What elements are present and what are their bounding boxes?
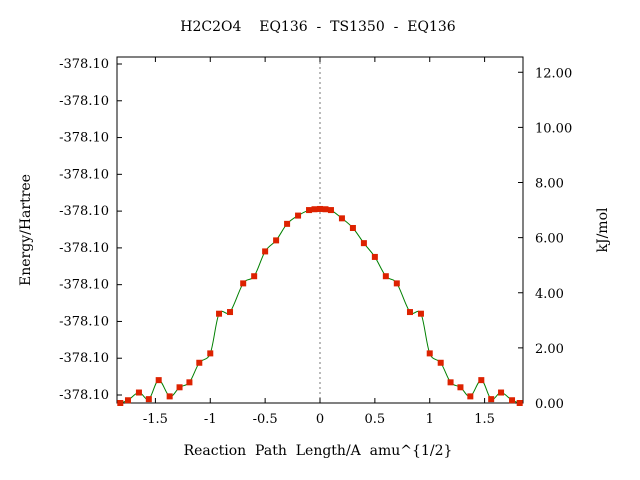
data-point [311,206,318,213]
data-point [273,237,280,244]
data-point [349,224,356,231]
data-point [155,377,162,384]
data-point [284,220,291,227]
left-y-tick-label: -378.10 [59,204,109,219]
chart-title: H2C2O4 EQ136 - TS1350 - EQ136 [180,19,455,35]
data-point [240,280,247,287]
left-y-tick-label: -378.10 [59,278,109,293]
x-tick-label: -1 [204,412,217,427]
right-y-tick-label: 2.00 [535,342,564,357]
data-point [371,253,378,260]
left-y-axis-label: Energy/Hartree [18,174,34,286]
left-y-tick-label: -378.10 [59,167,109,182]
data-point [498,389,505,396]
left-y-tick-label: -378.10 [59,388,109,403]
data-point [186,379,193,386]
x-tick-label: 1 [426,412,434,427]
left-y-tick-label: -378.10 [59,131,109,146]
left-y-axis-ticks: -378.10 -378.10 -378.10 -378.10 -378.10 -378.… [59,57,122,403]
right-y-tick-label: 8.00 [535,177,564,192]
data-point [488,396,495,403]
right-y-axis-ticks: 0.00 2.00 4.00 6.00 8.00 10.00 12.00 [518,66,572,412]
data-point [467,393,474,400]
data-point [509,397,516,404]
x-tick-label: -0.5 [253,412,278,427]
data-point [322,206,329,213]
x-axis-ticks: -1.5 -1 -0.5 0 0.5 1 1.5 [143,57,495,427]
data-point [295,212,302,219]
left-y-tick-label: -378.10 [59,57,109,72]
data-point [426,350,433,357]
energy-points [117,205,523,406]
data-point [516,400,523,406]
data-point [176,384,183,391]
data-point [417,310,424,317]
data-point [382,273,389,280]
data-point [196,359,203,366]
left-y-tick-label: -378.10 [59,94,109,109]
x-tick-label: 0 [316,412,324,427]
data-point [393,280,400,287]
left-y-tick-label: -378.10 [59,351,109,366]
right-y-tick-label: 10.00 [535,121,572,136]
data-point [227,309,234,316]
data-point [447,379,454,386]
right-y-axis-label: kJ/mol [595,207,611,253]
data-point [262,248,269,255]
right-y-tick-label: 6.00 [535,232,564,247]
data-point [327,207,334,214]
data-point [306,207,313,214]
x-tick-label: 0.5 [365,412,386,427]
right-y-tick-label: 4.00 [535,287,564,302]
data-point [317,205,323,212]
data-point [251,273,258,280]
x-axis-label: Reaction Path Length/A amu^{1/2} [184,443,453,459]
x-tick-label: -1.5 [143,412,168,427]
data-point [457,384,464,391]
data-point [124,397,131,404]
data-point [437,359,444,366]
right-y-tick-label: 12.00 [535,66,572,81]
data-point [338,215,345,222]
data-point [360,240,367,247]
data-point [216,310,223,317]
data-point [207,350,214,357]
data-point [166,393,173,400]
data-point [117,400,124,406]
data-point [406,309,413,316]
data-point [135,389,142,396]
data-point [145,396,152,403]
right-y-tick-label: 0.00 [535,397,564,412]
data-point [478,377,485,384]
left-y-tick-label: -378.10 [59,241,109,256]
left-y-tick-label: -378.10 [59,314,109,329]
x-tick-label: 1.5 [474,412,495,427]
